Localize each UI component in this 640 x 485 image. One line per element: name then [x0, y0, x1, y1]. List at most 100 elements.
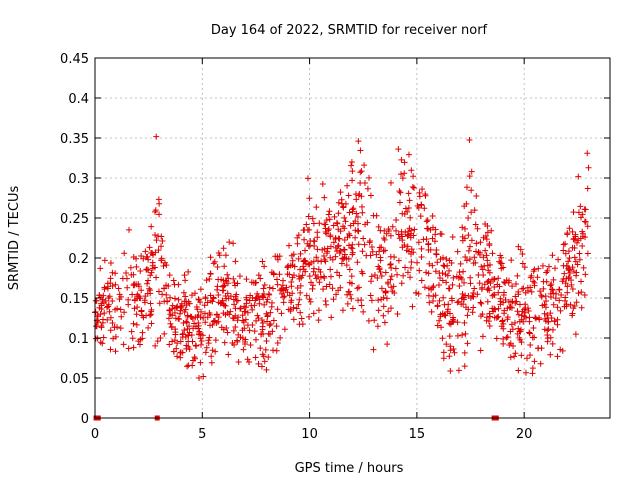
data-point [198, 341, 205, 348]
data-point [274, 340, 281, 347]
data-point [274, 276, 281, 283]
data-point [93, 323, 100, 330]
data-point [370, 346, 377, 353]
data-point [547, 294, 554, 301]
data-point [465, 247, 472, 254]
data-point [303, 221, 310, 228]
data-point [219, 287, 226, 294]
data-point [264, 296, 271, 303]
data-point [525, 307, 532, 314]
data-point [535, 265, 542, 272]
data-point [130, 271, 137, 278]
data-point [503, 334, 510, 341]
data-point [161, 285, 168, 292]
data-point [286, 271, 293, 278]
data-point [566, 266, 573, 273]
data-point [255, 293, 262, 300]
data-point [394, 271, 401, 278]
data-point [109, 319, 116, 326]
data-point [297, 266, 304, 273]
data-point [575, 209, 582, 216]
data-point [367, 292, 374, 299]
data-point [312, 272, 319, 279]
data-point [303, 292, 310, 299]
data-point [252, 336, 259, 343]
data-point [251, 328, 258, 335]
data-point [367, 278, 374, 285]
data-point [191, 320, 198, 327]
data-point [202, 294, 209, 301]
data-point [273, 347, 280, 354]
data-point [297, 282, 304, 289]
data-point [118, 313, 125, 320]
data-point [130, 320, 137, 327]
data-point [450, 317, 457, 324]
data-point [581, 218, 588, 225]
data-point [518, 339, 525, 346]
data-point [257, 275, 264, 282]
data-point [534, 274, 541, 281]
y-tick-label: 0.25 [60, 212, 89, 227]
data-point [405, 205, 412, 212]
data-point [207, 254, 214, 261]
data-point [283, 284, 290, 291]
data-point [357, 169, 364, 176]
data-point [334, 269, 341, 276]
data-point [455, 298, 462, 305]
data-point [156, 211, 163, 218]
data-point [557, 346, 564, 353]
data-point [459, 332, 466, 339]
data-point [514, 308, 521, 315]
data-point [418, 253, 425, 260]
data-point [153, 274, 160, 281]
data-point [468, 168, 475, 175]
data-point [195, 325, 202, 332]
data-point [153, 237, 160, 244]
data-point [366, 174, 373, 181]
data-point [286, 292, 293, 299]
data-point [375, 297, 382, 304]
data-point [232, 305, 239, 312]
data-point [483, 252, 490, 259]
data-point [306, 296, 313, 303]
data-point [398, 171, 405, 178]
data-point [462, 330, 469, 337]
data-point [463, 200, 470, 207]
data-point [383, 295, 390, 302]
data-point [323, 301, 330, 308]
data-point [549, 286, 556, 293]
data-point [497, 252, 504, 259]
data-point [389, 223, 396, 230]
data-point [329, 256, 336, 263]
data-point [296, 296, 303, 303]
data-point [165, 283, 172, 290]
data-point [519, 285, 526, 292]
data-point [128, 328, 135, 335]
data-point [100, 334, 107, 341]
data-point [367, 252, 374, 259]
data-point [526, 329, 533, 336]
data-point [454, 332, 461, 339]
data-point [444, 262, 451, 269]
data-point [319, 180, 326, 187]
data-point [429, 213, 436, 220]
data-point [180, 289, 187, 296]
data-point [121, 309, 128, 316]
data-point [352, 234, 359, 241]
data-point [408, 246, 415, 253]
data-point [524, 284, 531, 291]
data-point [582, 271, 589, 278]
data-point [259, 326, 266, 333]
data-point [332, 253, 339, 260]
data-point [206, 310, 213, 317]
data-point [231, 279, 238, 286]
data-point [524, 355, 531, 362]
data-point [314, 234, 321, 241]
y-axis-label: SRMTID / TECUs [7, 186, 22, 291]
data-point [461, 319, 468, 326]
data-point [321, 274, 328, 281]
data-point [368, 297, 375, 304]
data-point [390, 283, 397, 290]
data-point [112, 281, 119, 288]
data-point [335, 226, 342, 233]
